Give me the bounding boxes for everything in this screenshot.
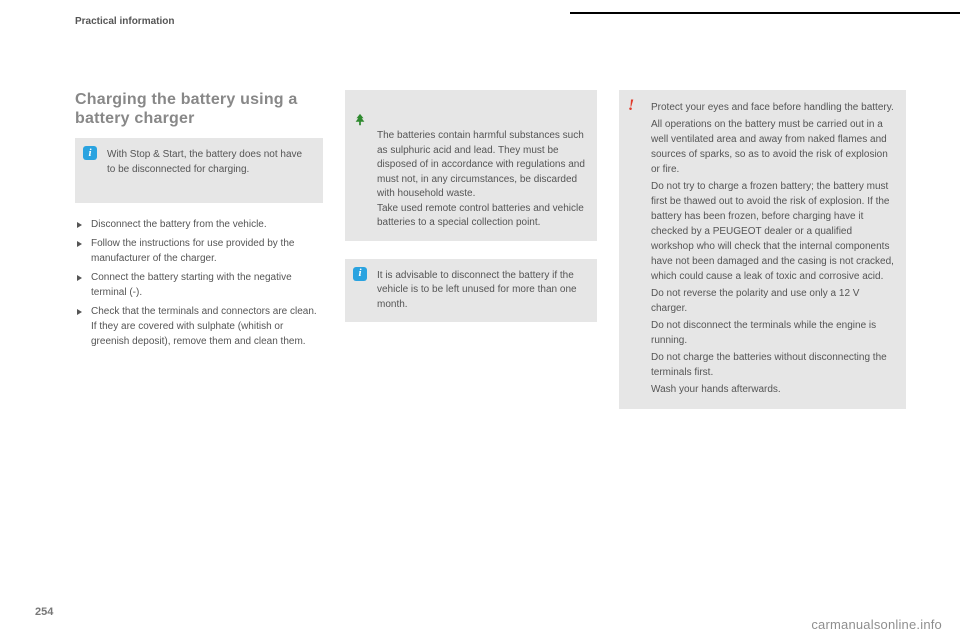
warning-text: Do not try to charge a frozen battery; t… <box>651 179 894 284</box>
info-note-stop-start: i With Stop & Start, the battery does no… <box>75 138 323 203</box>
middle-column: The batteries contain harmful substances… <box>345 90 597 590</box>
left-column: Charging the battery using a battery cha… <box>75 90 323 590</box>
tree-icon <box>353 98 367 132</box>
warning-text: Protect your eyes and face before handli… <box>651 100 894 115</box>
info-note-text: It is advisable to disconnect the batter… <box>377 270 577 310</box>
page-title: Charging the battery using a battery cha… <box>75 90 323 128</box>
header-rule <box>0 12 960 14</box>
step-item: Disconnect the battery from the vehicle. <box>75 217 323 232</box>
step-item: Follow the instructions for use provided… <box>75 236 323 266</box>
page-content: Charging the battery using a battery cha… <box>75 90 906 590</box>
info-icon: i <box>83 146 97 160</box>
info-note-disconnect: i It is advisable to disconnect the batt… <box>345 259 597 323</box>
watermark: carmanualsonline.info <box>811 617 942 632</box>
right-column: ! Protect your eyes and face before hand… <box>619 90 906 590</box>
section-label: Practical information <box>75 16 174 27</box>
eco-note: The batteries contain harmful substances… <box>345 90 597 241</box>
step-item: Check that the terminals and connectors … <box>75 304 323 349</box>
warning-text: Wash your hands afterwards. <box>651 382 894 397</box>
steps-list: Disconnect the battery from the vehicle.… <box>75 217 323 349</box>
eco-note-text: The batteries contain harmful substances… <box>377 130 585 228</box>
warning-text: Do not disconnect the terminals while th… <box>651 318 894 348</box>
warning-text: All operations on the battery must be ca… <box>651 117 894 177</box>
step-item: Connect the battery starting with the ne… <box>75 270 323 300</box>
warning-note: ! Protect your eyes and face before hand… <box>619 90 906 409</box>
warning-text: Do not charge the batteries without disc… <box>651 350 894 380</box>
warning-text: Do not reverse the polarity and use only… <box>651 286 894 316</box>
warning-icon: ! <box>628 98 634 114</box>
page-number: 254 <box>35 606 53 618</box>
page-header: Practical information <box>0 0 960 28</box>
info-icon: i <box>353 267 367 281</box>
info-note-text: With Stop & Start, the battery does not … <box>107 149 302 175</box>
